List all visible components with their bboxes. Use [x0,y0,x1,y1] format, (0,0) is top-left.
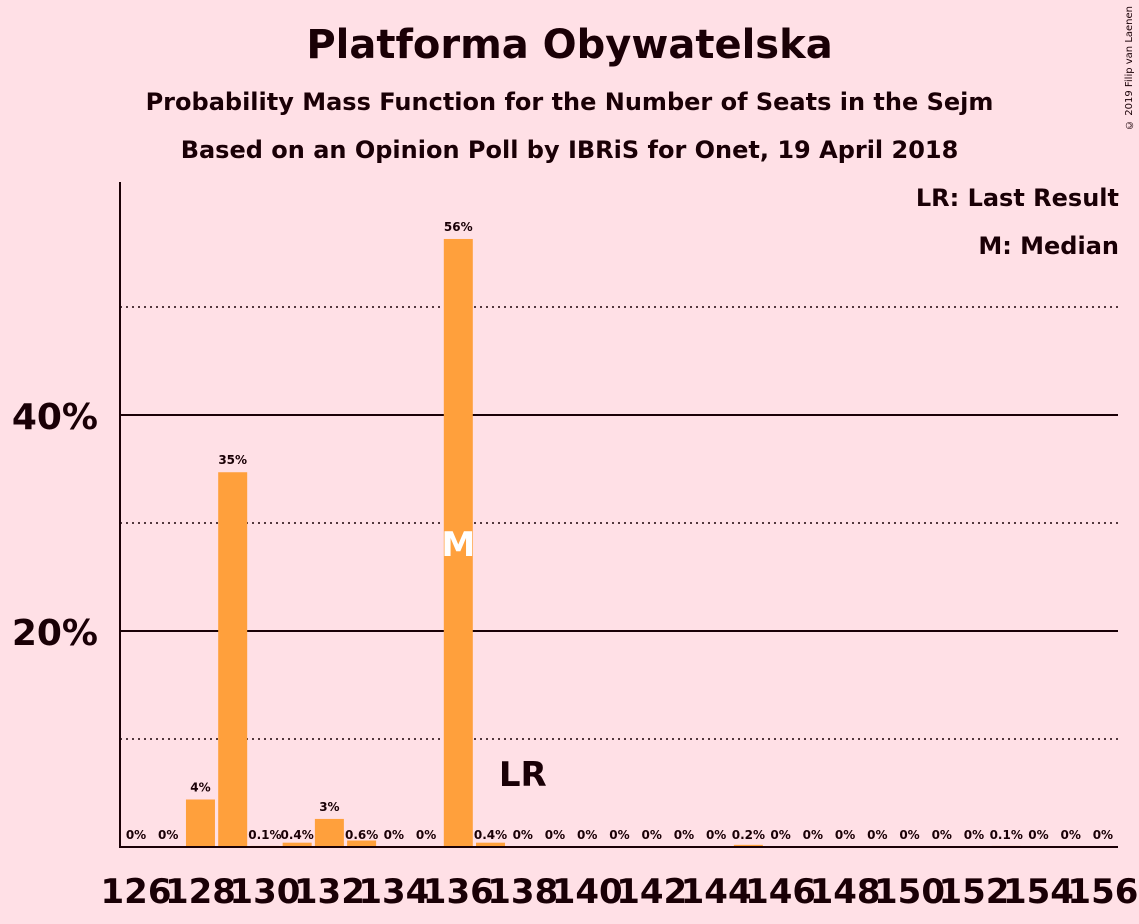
bar-value-label: 3% [319,800,339,814]
x-tick-label: 134 [358,872,429,912]
bar-value-label: 0% [1028,828,1048,842]
bar-value-label: 0% [835,828,855,842]
x-tick-label: 138 [487,872,558,912]
bar-value-label: 0% [609,828,629,842]
x-tick-label: 142 [616,872,687,912]
bar-value-label: 0% [899,828,919,842]
bar-value-label: 0% [545,828,565,842]
median-marker: M [441,525,475,565]
bar [733,844,763,847]
bar-value-label: 0.2% [732,828,765,842]
bar-value-label: 0% [577,828,597,842]
bar-value-label: 0.6% [345,828,378,842]
bar-value-label: 0% [126,828,146,842]
bar-value-label: 0% [1093,828,1113,842]
bar-value-label: 0% [1060,828,1080,842]
bar [443,238,473,847]
bar-value-label: 0% [674,828,694,842]
x-tick-label: 156 [1067,872,1138,912]
y-tick-label: 40% [12,397,98,438]
chart-title: Platforma Obywatelska [306,22,833,68]
last-result-marker: LR [499,755,547,795]
bar [185,799,215,847]
x-tick-label: 136 [423,872,494,912]
x-tick-label: 148 [810,872,881,912]
bar-value-label: 0% [770,828,790,842]
y-tick-label: 20% [12,613,98,654]
bar [218,472,248,847]
bar-value-label: 0.1% [248,828,281,842]
bar-value-label: 0% [964,828,984,842]
bar-value-label: 0% [803,828,823,842]
x-tick-label: 150 [874,872,945,912]
bar-value-label: 0% [641,828,661,842]
x-tick-label: 152 [938,872,1009,912]
legend-last-result: LR: Last Result [915,184,1119,212]
bar-value-label: 0.4% [474,828,507,842]
bar-value-label: 35% [218,453,247,467]
bar [314,818,344,847]
x-tick-label: 130 [229,872,300,912]
bar-value-label: 0% [867,828,887,842]
x-tick-label: 126 [101,872,172,912]
x-tick-label: 128 [165,872,236,912]
bar-value-label: 4% [190,780,210,794]
chart-source: Based on an Opinion Poll by IBRiS for On… [180,136,959,164]
x-tick-label: 132 [294,872,365,912]
x-tick-label: 154 [1003,872,1074,912]
bar [347,840,377,847]
bar [282,842,312,847]
bar [476,842,506,847]
x-tick-label: 146 [745,872,816,912]
x-tick-label: 140 [552,872,623,912]
chart-subtitle: Probability Mass Function for the Number… [145,88,994,116]
bar-value-label: 56% [444,220,473,234]
x-tick-label: 144 [681,872,752,912]
bar-value-label: 0% [513,828,533,842]
bar-value-label: 0.4% [281,828,314,842]
bar-value-label: 0% [416,828,436,842]
bar-value-label: 0% [384,828,404,842]
bar-value-label: 0.1% [990,828,1023,842]
bar-value-label: 0% [932,828,952,842]
bar-value-label: 0% [158,828,178,842]
legend-median: M: Median [978,232,1119,260]
bar-value-label: 0% [706,828,726,842]
